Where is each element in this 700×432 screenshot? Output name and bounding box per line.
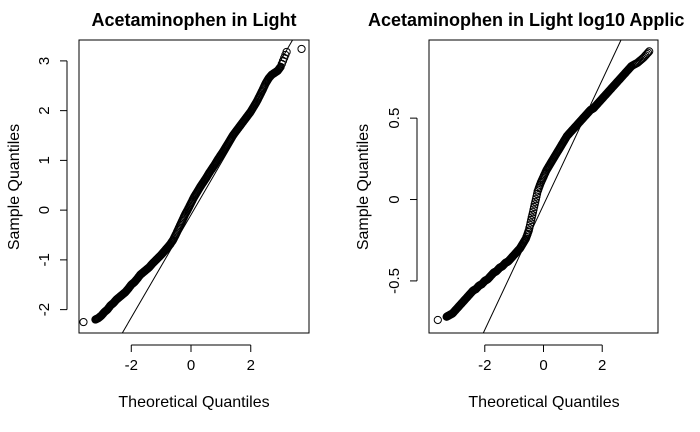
plot-frame xyxy=(78,39,310,334)
plot-frame xyxy=(428,39,659,334)
y-tick-label: -1 xyxy=(36,253,53,266)
data-point xyxy=(433,315,442,325)
x-tick-label: 2 xyxy=(247,357,255,374)
x-tick-label: 2 xyxy=(598,357,606,374)
data-point xyxy=(643,48,653,57)
qq-panel-light: Acetaminophen in Light Theoretical Quant… xyxy=(6,10,310,411)
y-tick-label: 0 xyxy=(36,206,53,214)
y-axis-title: Sample Quantiles xyxy=(355,124,372,250)
plot-marks: -2 0 2 -2 -1 0 1 2 3 xyxy=(36,39,310,374)
data-point xyxy=(297,44,306,54)
x-axis-title: Theoretical Quantiles xyxy=(468,394,619,411)
x-axis-title: Theoretical Quantiles xyxy=(118,394,269,411)
data-point xyxy=(645,47,654,56)
plot-area xyxy=(79,40,306,333)
x-tick-label: 0 xyxy=(539,357,547,374)
qq-reference-line xyxy=(482,40,622,333)
data-point xyxy=(275,64,284,73)
data-point xyxy=(79,317,88,327)
y-tick-label: 2 xyxy=(36,106,53,114)
y-tick-label: 0 xyxy=(386,195,403,203)
y-tick-label: 3 xyxy=(36,57,53,65)
qq-panel-light-log10: Acetaminophen in Light log10 Applic Theo… xyxy=(355,10,684,411)
y-tick-label: 1 xyxy=(36,156,53,164)
plot-area xyxy=(433,40,654,333)
y-tick-label: -2 xyxy=(36,303,53,316)
data-point xyxy=(275,63,285,72)
plot-marks: -2 0 2 -0.5 0 0.5 xyxy=(386,39,659,374)
x-tick-label: -2 xyxy=(125,357,138,374)
qq-reference-line xyxy=(121,40,294,333)
data-point xyxy=(642,49,651,59)
chart-title: Acetaminophen in Light log10 Applic xyxy=(368,10,684,30)
y-tick-label: -0.5 xyxy=(386,268,403,294)
data-point xyxy=(282,47,291,57)
x-tick-label: -2 xyxy=(478,357,491,374)
y-axis-title: Sample Quantiles xyxy=(6,124,23,250)
y-tick-label: 0.5 xyxy=(386,108,403,129)
chart-title: Acetaminophen in Light xyxy=(92,10,297,30)
x-tick-label: 0 xyxy=(187,357,195,374)
